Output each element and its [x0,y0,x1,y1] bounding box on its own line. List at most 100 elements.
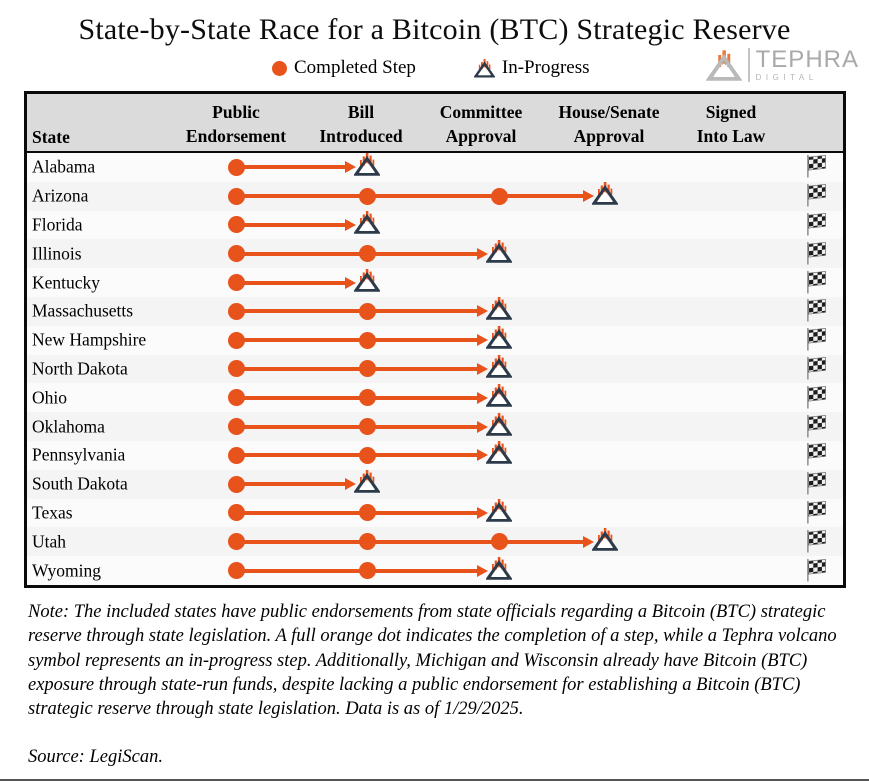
progress-track [236,395,478,400]
volcano-in-progress-icon [486,556,512,580]
state-label: Oklahoma [32,416,105,437]
completed-step-dot [358,418,376,436]
completed-step-dot [227,533,245,551]
arrowhead [583,190,594,203]
arrowhead [477,506,488,519]
volcano-icon [474,58,495,78]
legend-item-in-progress: In-Progress [474,57,590,79]
progress-track [236,366,478,371]
finish-flag-icon [805,442,827,466]
finish-flag-icon [805,183,827,207]
arrowhead [583,535,594,548]
progress-track [236,194,584,199]
progress-track [236,510,478,515]
state-label: Arizona [32,185,89,206]
volcano-in-progress-icon [486,440,512,464]
progress-track [236,338,478,343]
table-row: Wyoming [27,556,843,585]
completed-step-dot [227,475,245,493]
table-row: South Dakota [27,470,843,499]
volcano-in-progress-icon [592,527,618,551]
progress-track [236,309,478,314]
table-body: Alabama Arizona Florida Illinois Kentuck… [27,153,843,585]
finish-flag-icon [805,529,827,553]
arrowhead [477,305,488,318]
legend-item-completed: Completed Step [272,57,416,79]
table-row: Oklahoma [27,412,843,441]
col-header-bill-introduced: Bill Introduced [319,102,403,146]
logo-subtitle: DIGITAL [755,73,818,82]
col-header-committee-approval: Committee Approval [439,102,523,146]
completed-step-dot [227,389,245,407]
table-row: New Hampshire [27,326,843,355]
volcano-in-progress-icon [354,152,380,176]
completed-step-dot [358,562,376,580]
progress-track [236,482,346,487]
arrowhead [477,334,488,347]
completed-step-dot [227,274,245,292]
volcano-in-progress-icon [486,296,512,320]
finish-flag-icon [805,500,827,524]
completed-step-dot [227,446,245,464]
table-row: Pennsylvania [27,441,843,470]
table-row: Kentucky [27,268,843,297]
finish-flag-icon [805,241,827,265]
table-row: Ohio [27,383,843,412]
completed-step-dot [227,418,245,436]
table-row: Illinois [27,239,843,269]
completed-step-dot [358,504,376,522]
legend-completed-label: Completed Step [294,57,416,78]
page-title: State-by-State Race for a Bitcoin (BTC) … [78,13,791,46]
finish-flag-icon [805,558,827,582]
state-label: Massachusetts [32,300,134,321]
volcano-in-progress-icon [592,181,618,205]
state-label: New Hampshire [32,329,147,350]
completed-step-dot [358,331,376,349]
source-line: Source: LegiScan. [28,747,163,767]
completed-step-dot [490,533,508,551]
progress-track [236,539,584,544]
arrowhead [477,391,488,404]
col-header-state: State [32,127,70,147]
arrowhead [345,161,356,174]
footnote: Note: The included states have public en… [28,602,837,720]
arrowhead [345,218,356,231]
volcano-in-progress-icon [486,239,512,263]
logo-text: TEPHRA DIGITAL [747,48,859,82]
completed-step-dot [227,302,245,320]
progress-track [236,165,346,170]
table-row: Massachusetts [27,297,843,326]
state-label: South Dakota [32,473,128,494]
completed-step-dot-icon [272,60,287,76]
col-header-public-endorsement: Public Endorsement [185,102,287,146]
tephra-digital-logo: TEPHRA DIGITAL [706,48,859,82]
finish-flag-icon [805,414,827,438]
completed-step-dot [358,389,376,407]
volcano-in-progress-icon [354,268,380,292]
progress-track [236,424,478,429]
arrowhead [477,247,488,260]
volcano-in-progress-icon [486,498,512,522]
completed-step-dot [358,360,376,378]
state-label: Ohio [32,387,67,408]
completed-step-dot [227,245,245,263]
table-row: Florida [27,211,843,240]
state-label: Utah [32,531,67,552]
state-label: Pennsylvania [32,444,126,465]
completed-step-dot [358,446,376,464]
completed-step-dot [358,245,376,263]
completed-step-dot [227,187,245,205]
completed-step-dot [227,158,245,176]
legend: Completed Step In-Progress [272,57,590,79]
completed-step-dot [358,187,376,205]
state-label: Kentucky [32,272,101,293]
progress-track [236,222,346,227]
finish-flag-icon [805,385,827,409]
state-label: Florida [32,214,83,235]
finish-flag-icon [805,298,827,322]
arrowhead [345,478,356,491]
state-label: Alabama [32,156,96,177]
finish-flag-icon [805,356,827,380]
progress-track [236,453,478,458]
volcano-in-progress-icon [486,325,512,349]
